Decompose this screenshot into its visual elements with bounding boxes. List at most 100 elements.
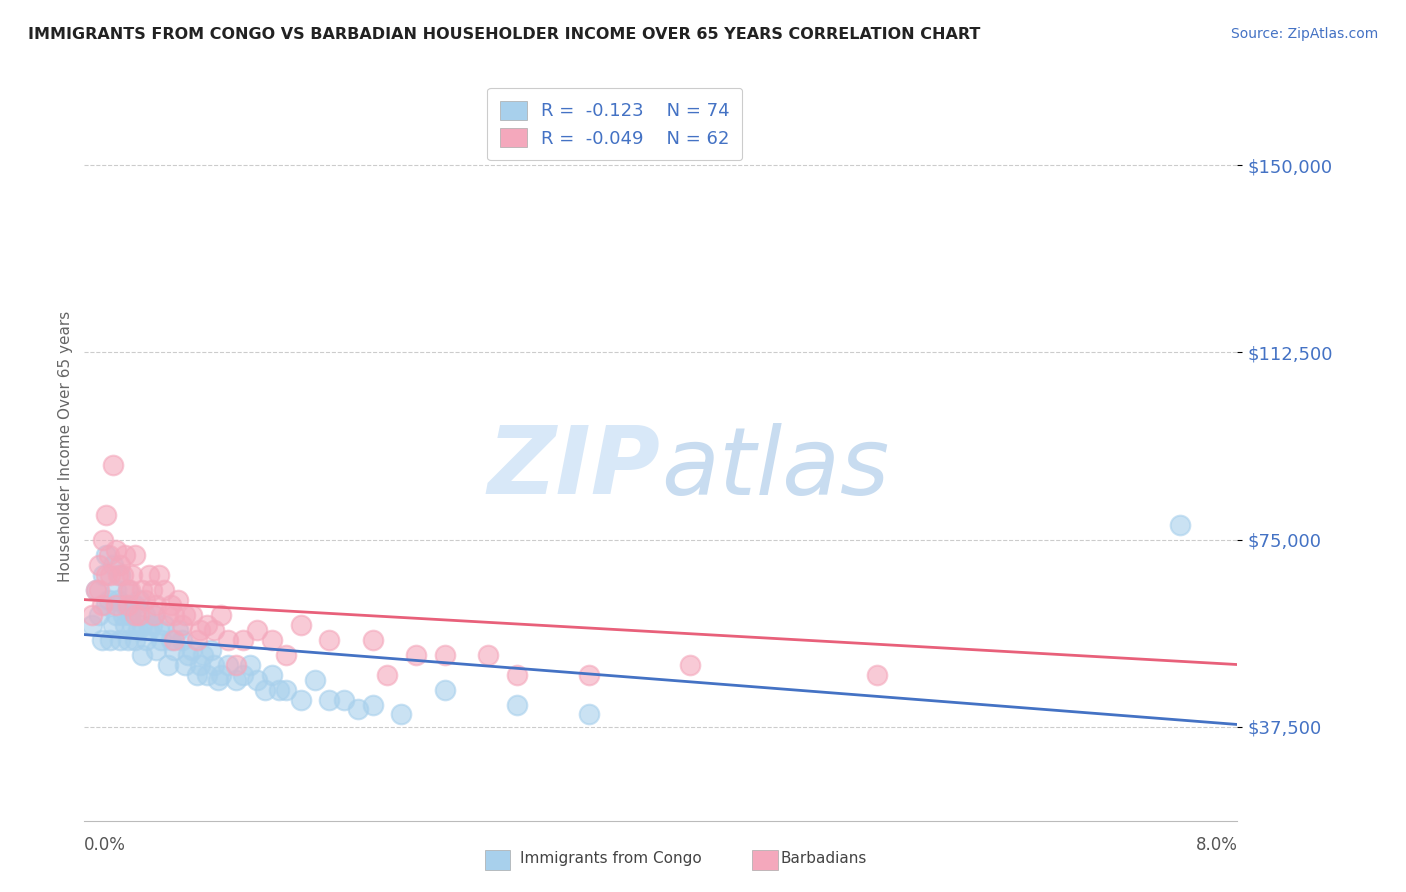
Point (163, 632, 186, 647)
Point (260, 667, 283, 681)
Point (160, 632, 183, 647)
Point (148, 623, 170, 637)
Point (103, 458, 124, 472)
Point (318, 632, 340, 647)
Point (80, 607, 103, 622)
Text: IMMIGRANTS FROM CONGO VS BARBADIAN HOUSEHOLDER INCOME OVER 65 YEARS CORRELATION : IMMIGRANTS FROM CONGO VS BARBADIAN HOUSE… (28, 27, 980, 42)
Point (172, 617, 194, 632)
Point (148, 567, 170, 582)
Point (225, 673, 247, 687)
Point (200, 642, 222, 657)
Point (232, 667, 254, 681)
Point (117, 632, 139, 647)
Text: atlas: atlas (661, 423, 889, 514)
Point (142, 607, 165, 622)
Point (114, 548, 136, 562)
Point (103, 558, 124, 572)
Point (90, 598, 112, 612)
Point (260, 632, 283, 647)
Point (120, 607, 142, 622)
Point (246, 673, 269, 687)
Point (107, 592, 129, 607)
Point (87, 558, 110, 572)
Point (160, 598, 183, 612)
Point (290, 692, 312, 706)
Point (117, 582, 139, 597)
Point (97, 548, 120, 562)
Point (177, 648, 200, 662)
Point (276, 682, 298, 697)
Point (318, 692, 340, 706)
Point (181, 607, 204, 622)
Point (195, 667, 218, 681)
Point (188, 657, 211, 672)
Point (578, 707, 600, 722)
Point (114, 598, 136, 612)
Point (97, 592, 120, 607)
Point (120, 582, 142, 597)
Point (202, 623, 225, 637)
Point (91, 533, 114, 547)
Text: 0.0%: 0.0% (84, 836, 127, 854)
Point (174, 657, 197, 672)
Point (91, 567, 114, 582)
Point (142, 607, 165, 622)
Point (103, 617, 124, 632)
Point (246, 623, 269, 637)
Point (152, 582, 174, 597)
Point (239, 657, 262, 672)
Point (128, 592, 150, 607)
Point (112, 567, 135, 582)
Point (218, 657, 240, 672)
Point (506, 667, 529, 681)
Point (94, 548, 117, 562)
Point (290, 617, 312, 632)
Point (163, 607, 186, 622)
Text: Barbadians: Barbadians (780, 851, 866, 865)
Point (114, 617, 136, 632)
Text: ZIP: ZIP (488, 423, 661, 515)
Point (333, 692, 356, 706)
Point (117, 582, 139, 597)
Point (163, 642, 186, 657)
Point (124, 632, 146, 647)
Point (347, 702, 370, 716)
Point (433, 682, 456, 697)
Point (110, 558, 132, 572)
Text: 8.0%: 8.0% (1195, 836, 1237, 854)
Point (167, 623, 190, 637)
Point (391, 707, 413, 722)
Point (225, 657, 247, 672)
Point (477, 648, 499, 662)
Point (131, 648, 153, 662)
Point (107, 567, 129, 582)
Point (131, 582, 153, 597)
Point (679, 657, 702, 672)
Point (167, 592, 190, 607)
Point (188, 623, 211, 637)
Point (218, 632, 240, 647)
Point (90, 632, 112, 647)
Point (145, 642, 167, 657)
Point (433, 648, 456, 662)
Point (1168, 517, 1191, 532)
Point (149, 632, 172, 647)
Point (105, 582, 128, 597)
Point (112, 607, 135, 622)
Point (131, 617, 153, 632)
Point (121, 567, 143, 582)
Point (156, 657, 179, 672)
Point (172, 632, 194, 647)
Point (174, 607, 197, 622)
Point (141, 617, 163, 632)
Point (134, 607, 156, 622)
Point (195, 617, 218, 632)
Point (80, 617, 103, 632)
Point (124, 607, 146, 622)
Point (87, 607, 110, 622)
Point (405, 648, 427, 662)
Point (202, 657, 225, 672)
Point (361, 698, 384, 712)
Point (128, 607, 150, 622)
Point (134, 592, 156, 607)
